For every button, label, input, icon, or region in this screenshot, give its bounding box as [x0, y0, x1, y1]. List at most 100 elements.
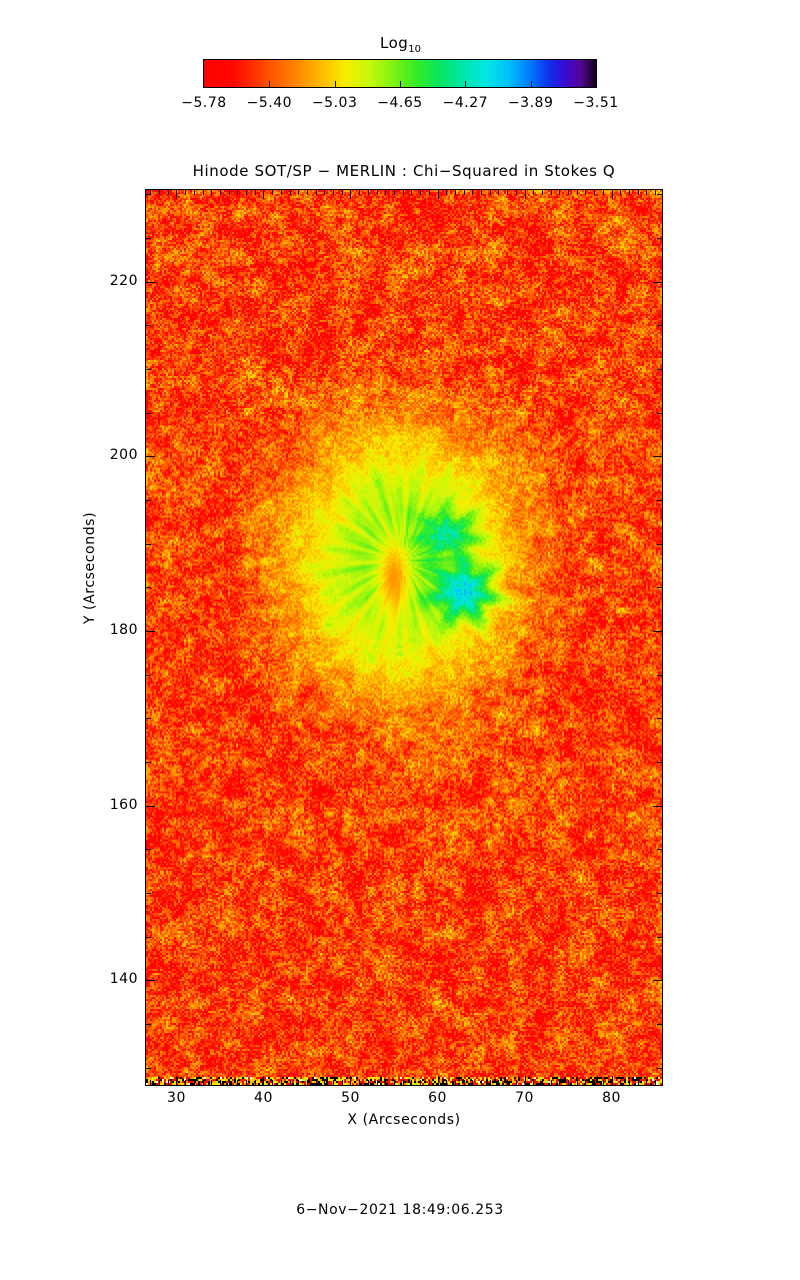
- x-minor-tick: [254, 1080, 256, 1085]
- colorbar-tick: [400, 81, 401, 88]
- x-minor-tick: [280, 1080, 282, 1085]
- x-major-tick: [611, 190, 613, 199]
- x-major-tick: [263, 190, 265, 199]
- y-minor-tick: [146, 194, 151, 196]
- x-minor-tick: [272, 1080, 274, 1085]
- x-minor-tick: [576, 1080, 578, 1085]
- x-axis-tick-label: 30: [167, 1090, 186, 1106]
- y-minor-tick: [657, 936, 662, 938]
- y-minor-tick: [657, 761, 662, 763]
- colorbar-title: Log10: [203, 34, 598, 55]
- y-minor-tick: [657, 1023, 662, 1025]
- x-minor-tick: [280, 190, 282, 195]
- x-minor-tick: [655, 1080, 657, 1085]
- x-minor-tick: [446, 190, 448, 195]
- colorbar-tick: [334, 81, 336, 88]
- x-minor-tick: [594, 1080, 596, 1085]
- y-major-tick: [653, 980, 662, 982]
- x-minor-tick: [393, 190, 395, 195]
- x-minor-tick: [228, 1080, 230, 1085]
- y-minor-tick: [657, 543, 662, 545]
- x-minor-tick: [324, 190, 326, 195]
- x-minor-tick: [541, 1080, 543, 1085]
- x-major-tick: [263, 1076, 265, 1085]
- x-minor-tick: [359, 190, 361, 195]
- y-minor-tick: [146, 1067, 151, 1069]
- colorbar-tick: [269, 81, 271, 88]
- y-minor-tick: [657, 412, 662, 414]
- x-minor-tick: [359, 1080, 361, 1085]
- y-major-tick: [653, 456, 662, 458]
- y-minor-tick: [146, 543, 151, 545]
- y-major-tick: [653, 805, 662, 807]
- x-major-tick: [437, 1076, 439, 1085]
- x-minor-tick: [185, 1080, 187, 1085]
- x-axis-title: X (Arcseconds): [347, 1112, 461, 1128]
- x-minor-tick: [420, 1080, 422, 1085]
- x-minor-tick: [446, 1080, 448, 1085]
- x-minor-tick: [428, 1080, 430, 1085]
- x-minor-tick: [159, 1080, 161, 1085]
- x-minor-tick: [481, 190, 482, 195]
- x-major-tick: [437, 190, 439, 199]
- x-minor-tick: [402, 1080, 404, 1085]
- x-axis-tick-label: 70: [515, 1090, 534, 1106]
- y-minor-tick: [146, 1023, 151, 1025]
- x-minor-tick: [185, 190, 187, 195]
- page-title: Hinode SOT/SP − MERLIN : Chi−Squared in …: [192, 162, 616, 180]
- colorbar-title-main: Log: [379, 34, 409, 52]
- x-minor-tick: [202, 190, 204, 195]
- x-minor-tick: [463, 190, 465, 195]
- x-minor-tick: [315, 1080, 317, 1085]
- x-axis-tick-label: 50: [341, 1090, 360, 1106]
- x-minor-tick: [219, 1080, 221, 1085]
- x-minor-tick: [341, 1080, 343, 1085]
- y-major-tick: [146, 980, 155, 982]
- x-minor-tick: [559, 190, 561, 195]
- x-minor-tick: [393, 1080, 395, 1085]
- x-major-tick: [176, 1076, 178, 1085]
- x-minor-tick: [385, 190, 387, 195]
- x-axis-tick-label: 40: [254, 1090, 273, 1106]
- x-minor-tick: [541, 190, 543, 195]
- x-major-tick: [524, 190, 526, 199]
- x-minor-tick: [167, 1080, 169, 1085]
- y-minor-tick: [146, 761, 151, 763]
- x-minor-tick: [515, 190, 517, 195]
- x-major-tick: [176, 190, 178, 199]
- x-minor-tick: [533, 190, 535, 195]
- colorbar-tickmarks: [203, 81, 597, 95]
- y-axis-tick-label: 220: [109, 272, 138, 289]
- y-axis-tick-label: 140: [109, 971, 138, 988]
- x-minor-tick: [620, 1080, 622, 1085]
- x-minor-tick: [489, 1080, 491, 1085]
- x-minor-tick: [193, 190, 195, 195]
- x-minor-tick: [628, 1080, 630, 1085]
- y-axis-tick-labels: 140 160 180 200 220: [62, 189, 138, 1086]
- x-minor-tick: [341, 190, 343, 195]
- x-minor-tick: [411, 1080, 413, 1085]
- x-minor-tick: [376, 190, 378, 195]
- y-major-tick: [146, 281, 155, 283]
- x-minor-tick: [637, 1080, 639, 1085]
- x-minor-tick: [376, 1080, 378, 1085]
- y-minor-tick: [146, 587, 151, 589]
- x-minor-tick: [602, 1080, 604, 1085]
- y-minor-tick: [146, 238, 151, 240]
- x-minor-tick: [576, 190, 578, 195]
- y-minor-tick: [657, 194, 662, 196]
- colorbar-tick: [465, 81, 467, 88]
- x-minor-tick: [246, 1080, 248, 1085]
- y-minor-tick: [146, 412, 151, 414]
- y-axis-tick-label: 180: [109, 621, 138, 638]
- x-minor-tick: [367, 190, 369, 195]
- chi-squared-heatmap: [146, 190, 662, 1085]
- y-minor-tick: [146, 849, 151, 851]
- y-minor-tick: [657, 587, 662, 589]
- y-minor-tick: [657, 369, 662, 370]
- x-minor-tick: [646, 190, 648, 195]
- y-major-tick: [146, 456, 155, 458]
- x-minor-tick: [289, 190, 291, 195]
- x-minor-tick: [202, 1080, 204, 1085]
